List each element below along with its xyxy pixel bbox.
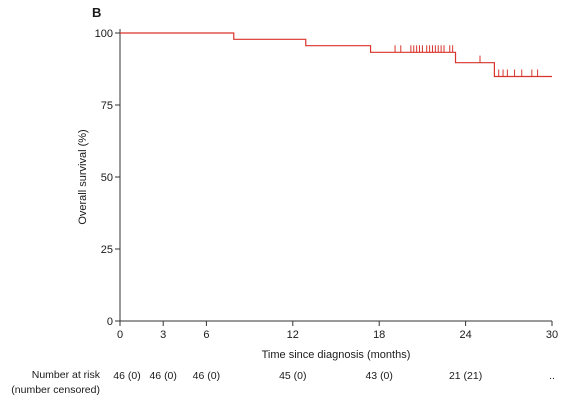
- risk-table-title: Number at risk: [31, 369, 100, 381]
- risk-count: 45 (0): [279, 370, 307, 382]
- x-tick-label: 6: [203, 329, 209, 341]
- risk-count: ..: [549, 370, 555, 382]
- risk-count: 46 (0): [149, 370, 177, 382]
- x-tick-label: 12: [287, 329, 299, 341]
- panel-label: B: [92, 5, 102, 20]
- risk-count: 21 (21): [448, 370, 483, 382]
- risk-count: 43 (0): [365, 370, 393, 382]
- survival-step-line: [120, 32, 552, 78]
- x-tick-label: 0: [117, 329, 123, 341]
- y-axis-label: Overall survival (%): [77, 129, 89, 224]
- risk-table-subtitle: (number censored): [11, 384, 100, 396]
- risk-count: 46 (0): [192, 370, 221, 382]
- x-tick-label: 18: [373, 329, 385, 341]
- survival-curve: [120, 32, 552, 78]
- y-tick-label: 0: [107, 316, 113, 328]
- risk-count: 46 (0): [113, 370, 141, 382]
- censor-marks: [394, 45, 539, 77]
- axes: [119, 29, 552, 322]
- y-tick-label: 25: [101, 244, 113, 256]
- x-tick-label: 24: [459, 329, 471, 341]
- y-tick-label: 100: [95, 28, 113, 40]
- ticks: 0 25 50 75 100 0 3 6 12 18 24 30: [95, 28, 558, 341]
- y-tick-label: 75: [101, 100, 113, 112]
- x-tick-label: 3: [160, 329, 166, 341]
- x-axis-label: Time since diagnosis (months): [262, 349, 411, 361]
- x-tick-label: 30: [546, 329, 558, 341]
- y-tick-label: 50: [101, 172, 113, 184]
